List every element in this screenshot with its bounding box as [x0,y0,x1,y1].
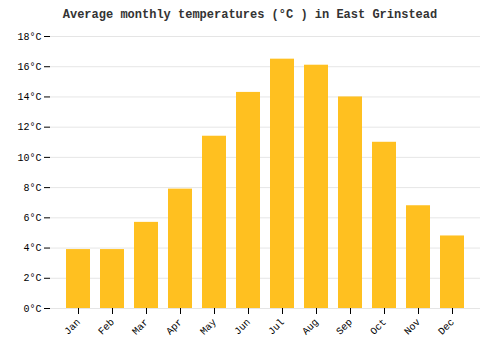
svg-text:2°C: 2°C [23,273,41,284]
svg-text:18°C: 18°C [17,32,41,43]
svg-text:6°C: 6°C [23,213,41,224]
svg-text:8°C: 8°C [23,183,41,194]
svg-text:Jun: Jun [232,317,253,338]
svg-text:Sep: Sep [334,317,355,338]
svg-text:4°C: 4°C [23,243,41,254]
html-text:Average monthly temperatures (: Average monthly temperatures (°C ) in Ea… [62,8,438,22]
svg-text:Aug: Aug [300,317,321,338]
svg-text:May: May [198,317,219,338]
svg-text:Dec: Dec [436,317,457,338]
svg-text:Mar: Mar [130,317,151,338]
svg-text:10°C: 10°C [17,153,41,164]
svg-text:14°C: 14°C [17,92,41,103]
svg-text:Oct: Oct [368,317,389,338]
svg-text:Nov: Nov [402,317,423,338]
svg-text:Feb: Feb [96,317,117,338]
svg-text:Apr: Apr [164,317,185,338]
svg-text:12°C: 12°C [17,122,41,133]
svg-text:Jan: Jan [62,317,83,338]
svg-text:0°C: 0°C [23,304,41,315]
svg-text:16°C: 16°C [17,62,41,73]
svg-text:Jul: Jul [266,317,287,338]
